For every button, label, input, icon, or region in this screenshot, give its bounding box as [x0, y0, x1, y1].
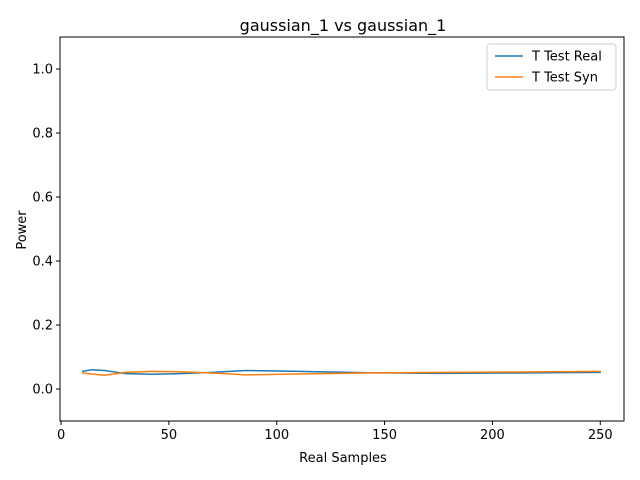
x-tick-label: 200 — [480, 428, 505, 443]
plot-lines — [81, 369, 602, 376]
x-tick-label: 250 — [588, 428, 613, 443]
legend: T Test Real T Test Syn — [486, 43, 617, 91]
x-axis-label: Real Samples — [299, 451, 387, 466]
chart-title: gaussian_1 vs gaussian_1 — [240, 16, 447, 36]
y-tick-label: 0.2 — [32, 319, 53, 334]
x-tick-label: 150 — [372, 428, 397, 443]
y-tick-label: 0.8 — [32, 127, 53, 142]
y-axis-ticks: 0.0 0.2 0.4 0.6 0.8 1.0 — [32, 63, 60, 398]
series-line-t-test-syn — [81, 370, 602, 376]
x-tick-label: 0 — [57, 428, 65, 443]
y-tick-label: 0.4 — [32, 255, 53, 270]
x-axis-ticks: 0 50 100 150 200 250 — [57, 421, 613, 443]
x-tick-label: 100 — [264, 428, 289, 443]
y-tick-label: 1.0 — [32, 63, 53, 78]
y-axis-label: Power — [15, 210, 30, 250]
y-tick-label: 0.6 — [32, 191, 53, 206]
legend-label: T Test Syn — [531, 71, 598, 86]
legend-label: T Test Real — [531, 50, 602, 65]
plot-frame — [59, 36, 625, 422]
x-tick-label: 50 — [161, 428, 178, 443]
y-tick-label: 0.0 — [32, 383, 53, 398]
